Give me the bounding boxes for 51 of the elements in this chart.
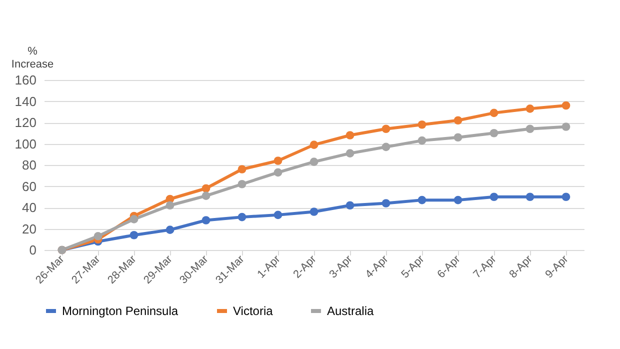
point <box>166 226 174 234</box>
y-tick-label: 0 <box>29 242 36 258</box>
point <box>310 208 318 216</box>
point <box>490 108 498 118</box>
y-tick-label: 40 <box>22 200 36 215</box>
point <box>274 210 282 220</box>
y-tick-label: 60 <box>22 178 36 194</box>
point <box>382 124 390 134</box>
point <box>130 215 138 224</box>
point <box>562 122 570 131</box>
point <box>490 128 498 138</box>
point <box>346 149 354 158</box>
point <box>562 101 570 110</box>
y-tick-label: 140 <box>14 94 36 109</box>
point <box>202 184 210 193</box>
point <box>526 124 534 134</box>
legend-label: Australia <box>327 304 374 318</box>
point <box>238 180 246 188</box>
y-tick-label: 160 <box>14 72 36 88</box>
point <box>202 216 210 224</box>
point <box>382 142 390 152</box>
point <box>274 168 282 177</box>
point <box>418 136 426 145</box>
point <box>526 104 534 113</box>
point <box>166 201 174 210</box>
point <box>454 116 462 125</box>
point <box>454 133 462 142</box>
legend-label: Victoria <box>233 304 274 318</box>
legend-label: Mornington Peninsula <box>62 304 178 318</box>
point <box>202 192 210 200</box>
point <box>454 196 462 204</box>
point <box>382 199 390 208</box>
y-tick-label: 20 <box>22 221 36 236</box>
point <box>418 196 426 204</box>
point <box>562 192 570 202</box>
y-tick-label: 80 <box>22 158 36 172</box>
point <box>238 212 246 222</box>
point <box>310 140 318 149</box>
y-tick-label: 120 <box>14 115 36 130</box>
point <box>310 158 318 166</box>
y-axis-title: % Increase <box>11 46 54 70</box>
point <box>94 232 102 240</box>
point <box>346 131 354 140</box>
point <box>130 230 138 240</box>
point <box>418 120 426 129</box>
point <box>490 192 498 202</box>
point <box>274 156 282 165</box>
y-tick-label: 100 <box>14 136 36 152</box>
point <box>526 192 534 202</box>
point <box>238 165 246 174</box>
point <box>346 201 354 210</box>
